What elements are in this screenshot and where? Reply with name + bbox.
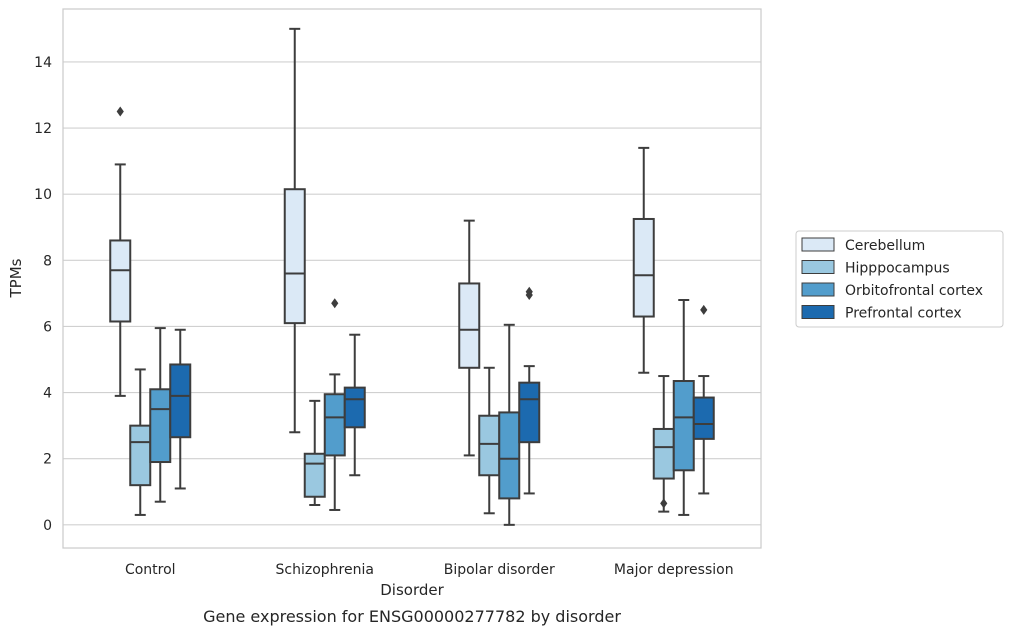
x-tick-label: Schizophrenia [276,562,374,578]
x-tick-label: Major depression [614,562,734,578]
series-hipppocampus [129,366,675,516]
y-tick-label: 14 [34,55,52,71]
box [303,452,326,498]
box [343,386,366,429]
box [632,217,655,318]
box [169,363,192,439]
legend-swatch [801,237,835,252]
series-cerebellum [109,27,655,457]
series-prefrontal-cortex [169,286,715,495]
box [323,393,346,457]
y-tick-label: 12 [34,121,52,137]
y-tick-label: 4 [43,386,52,402]
box [518,381,541,444]
x-tick-label: Control [125,562,176,578]
box [652,427,675,480]
box [149,388,172,464]
legend-frame [795,230,1004,328]
series-orbitofrontal-cortex [149,298,695,526]
box [283,188,306,325]
box [478,414,501,477]
x-axis-ticks: Control Schizophrenia Bipolar disorder Majo… [125,562,734,578]
box [498,411,521,500]
box [129,424,152,487]
y-tick-label: 2 [43,452,52,468]
legend-swatch [801,305,835,319]
plot-area-frame [62,8,762,549]
legend-label: Cerebellum [845,238,925,254]
y-tick-label: 10 [34,187,52,203]
y-tick-label: 8 [43,253,52,269]
legend-label: Orbitofrontal cortex [845,283,983,299]
legend-swatch [801,282,835,297]
legend-swatch [801,260,835,274]
legend-label: Hipppocampus [845,261,950,277]
legend: Cerebellum Hipppocampus Orbitofrontal cort… [795,230,1004,328]
y-axis-ticks: 0 2 4 6 8 10 12 14 [34,55,52,534]
x-tick-label: Bipolar disorder [444,562,555,578]
outlier-point [700,304,708,315]
box-series [109,27,715,526]
y-axis-label: TPMs [7,258,25,298]
box [109,239,132,323]
outlier-point [525,286,533,297]
box [672,380,695,472]
y-tick-label: 0 [43,518,52,534]
outlier-point [660,498,668,509]
box [458,282,481,369]
chart-caption: Gene expression for ENSG00000277782 by d… [203,607,621,626]
outlier-point [331,298,339,309]
legend-label: Prefrontal cortex [845,306,962,322]
outlier-point [116,106,124,117]
y-tick-label: 6 [43,319,52,335]
box [692,396,715,440]
x-axis-label: Disorder [380,581,444,599]
